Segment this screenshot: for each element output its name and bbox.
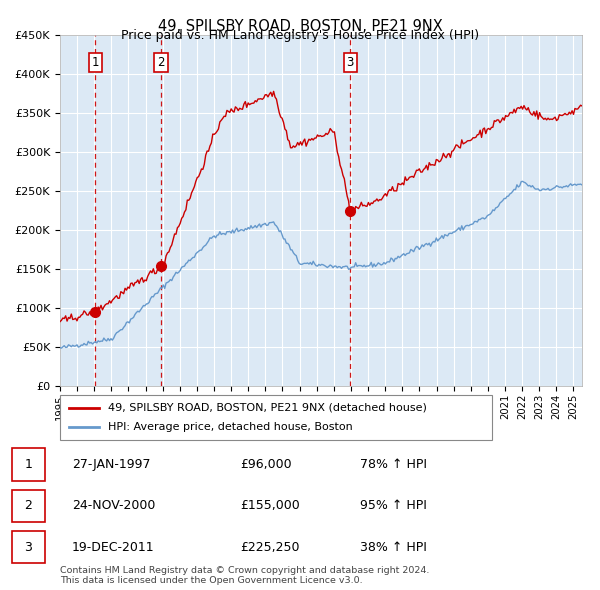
Text: 19-DEC-2011: 19-DEC-2011 [72, 540, 155, 554]
Text: 2: 2 [157, 56, 164, 69]
Text: 24-NOV-2000: 24-NOV-2000 [72, 499, 155, 513]
Text: 27-JAN-1997: 27-JAN-1997 [72, 458, 151, 471]
Text: 3: 3 [24, 540, 32, 554]
Text: Contains HM Land Registry data © Crown copyright and database right 2024.
This d: Contains HM Land Registry data © Crown c… [60, 566, 430, 585]
Text: 49, SPILSBY ROAD, BOSTON, PE21 9NX (detached house): 49, SPILSBY ROAD, BOSTON, PE21 9NX (deta… [107, 403, 427, 412]
Text: 49, SPILSBY ROAD, BOSTON, PE21 9NX: 49, SPILSBY ROAD, BOSTON, PE21 9NX [158, 19, 442, 34]
Text: 1: 1 [92, 56, 99, 69]
Text: £225,250: £225,250 [240, 540, 299, 554]
Text: 2: 2 [24, 499, 32, 513]
FancyBboxPatch shape [60, 395, 492, 440]
Text: £96,000: £96,000 [240, 458, 292, 471]
Text: 38% ↑ HPI: 38% ↑ HPI [360, 540, 427, 554]
Text: 95% ↑ HPI: 95% ↑ HPI [360, 499, 427, 513]
Text: £155,000: £155,000 [240, 499, 300, 513]
Text: 1: 1 [24, 458, 32, 471]
Text: 3: 3 [347, 56, 354, 69]
Text: Price paid vs. HM Land Registry's House Price Index (HPI): Price paid vs. HM Land Registry's House … [121, 30, 479, 42]
Text: 78% ↑ HPI: 78% ↑ HPI [360, 458, 427, 471]
Text: HPI: Average price, detached house, Boston: HPI: Average price, detached house, Bost… [107, 422, 352, 432]
